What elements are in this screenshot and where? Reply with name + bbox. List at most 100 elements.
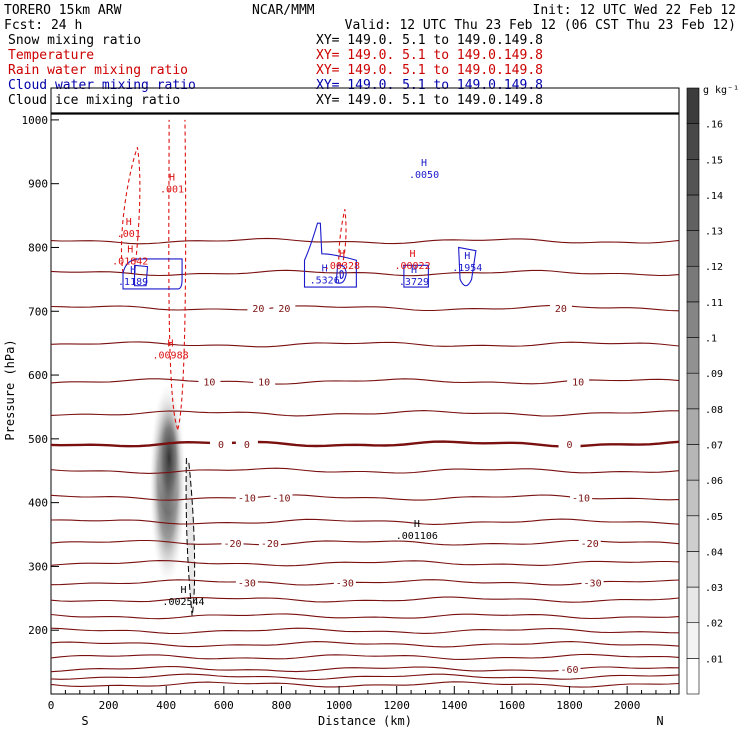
x-tick-label: 1600: [499, 699, 526, 712]
field-name-snow: Snow mixing ratio: [8, 33, 141, 48]
colorbar-segment: [686, 337, 700, 374]
snow-max-contour: [185, 457, 196, 617]
temperature-contour: [51, 237, 679, 245]
contour-label: -60: [561, 665, 579, 676]
contour-label-bg: [567, 375, 590, 387]
y-tick-label: 800: [28, 241, 48, 254]
contour-label-bg: [235, 576, 258, 588]
colorbar-tick-label: .07: [705, 440, 723, 451]
contour-label-bg: [221, 536, 244, 548]
max-marker: H: [130, 265, 136, 276]
temperature-contour: [51, 560, 679, 567]
colorbar-segment: [686, 444, 700, 481]
colorbar-segment: [686, 265, 700, 303]
max-marker: H: [421, 158, 427, 169]
contour-label: 20: [555, 304, 567, 315]
max-marker: H: [322, 264, 328, 275]
x-tick-label: 1800: [556, 699, 583, 712]
contour-label: -30: [238, 578, 256, 589]
cloud-water-contour: [122, 258, 183, 290]
max-value: .00988: [152, 350, 188, 361]
colorbar-segment: [686, 194, 700, 231]
colorbar: .01 .02 .03 .04 .05 .06 .07 .08 .09 .1 .11 .12 .13 .1…: [686, 87, 723, 695]
field-xy-temperature: XY= 149.0. 5.1 to 149.0.149.8: [316, 48, 543, 63]
x-tick-label: 600: [214, 699, 234, 712]
contour-label-bg: [253, 375, 276, 387]
contour-label-bg: [558, 437, 581, 449]
max-value: .5326: [310, 276, 340, 287]
max-value: .002544: [162, 597, 204, 608]
colorbar-tick-label: .12: [705, 262, 723, 273]
colorbar-tick-label: .16: [705, 120, 723, 131]
contour-label: -20: [261, 539, 279, 550]
contour-label-bg: [209, 437, 232, 449]
rain-contours: [120, 119, 347, 430]
contour-label: -30: [336, 578, 354, 589]
colorbar-segment: [686, 551, 700, 588]
cloud-water-contour: [303, 222, 357, 288]
field-name-rain: Rain water mixing ratio: [8, 63, 188, 78]
temperature-contour: [51, 269, 679, 277]
temperature-contour: [51, 681, 679, 688]
max-value: .00022: [394, 261, 430, 272]
forecast-hour: Fcst: 24 h: [4, 18, 82, 33]
contour-label: 20: [252, 304, 264, 315]
field-name-temperature: Temperature: [8, 48, 94, 63]
colorbar-tick-label: .14: [705, 191, 723, 202]
cloud-water-contour: [133, 264, 149, 287]
x-tick-label: 2000: [614, 699, 641, 712]
colorbar-segment: [686, 158, 700, 196]
y-tick-label: 600: [28, 369, 48, 382]
temperature-contour: [51, 467, 679, 474]
max-value: .00328: [324, 261, 360, 272]
contour-label-bg: [570, 491, 593, 503]
max-marker: H: [414, 519, 420, 530]
x-tick-label: 1400: [441, 699, 468, 712]
colorbar-tick-label: .09: [705, 369, 723, 380]
field-xy-snow: XY= 149.0. 5.1 to 149.0.149.8: [316, 33, 543, 48]
contour-label-bg: [198, 375, 221, 387]
contour-label-bg: [247, 302, 270, 314]
field-name-cloud-ice: Cloud ice mixing ratio: [8, 93, 180, 108]
colorbar-segment: [686, 87, 700, 124]
x-tick-label: 400: [156, 699, 176, 712]
x-tick-label: 1200: [383, 699, 410, 712]
temperature-contour: [51, 613, 679, 620]
temperature-contour: [51, 539, 679, 546]
y-tick-label: 1000: [22, 114, 49, 127]
contour-labels: -60 -30 -30 -30 -20 -20 -20 -10 -10 -10 0 0 0 10 10 10 2…: [198, 302, 604, 676]
temperature-contour: [51, 304, 679, 312]
colorbar-tick-label: .01: [705, 654, 723, 665]
field-xy-cloud-ice: XY= 149.0. 5.1 to 149.0.149.8: [316, 93, 543, 108]
y-tick-label: 900: [28, 178, 48, 191]
colorbar-segment: [686, 658, 700, 695]
plot-frame: [50, 87, 680, 695]
contour-label-bg: [235, 437, 258, 449]
temperature-contour: [51, 627, 679, 635]
colorbar-segment: [686, 123, 700, 160]
y-tick-label: 300: [28, 560, 48, 573]
north-label: N: [656, 714, 663, 728]
contour-label: -30: [584, 578, 602, 589]
max-marker: H: [464, 251, 470, 262]
header: TORERO 15km ARW NCAR/MMM Init: 12 UTC We…: [4, 3, 736, 108]
max-value: .001106: [396, 531, 438, 542]
cloud-ice-shading: [149, 383, 196, 617]
colorbar-tick-label: .13: [705, 227, 723, 238]
cloud-water-contour: [339, 270, 344, 279]
max-marker: H: [168, 338, 174, 349]
contour-label-bg: [578, 536, 601, 548]
max-marker: H: [180, 585, 186, 596]
temperature-contour: [51, 440, 679, 448]
max-value: .0050: [409, 170, 439, 181]
colorbar-tick-label: .03: [705, 583, 723, 594]
contour-label: -20: [581, 539, 599, 550]
max-value: .001: [160, 184, 184, 195]
y-tick-label: 200: [28, 624, 48, 637]
colorbar-segment: [686, 515, 700, 552]
rain-contour: [177, 119, 187, 430]
contour-label: 10: [572, 377, 584, 388]
colorbar-tick-label: .11: [705, 298, 723, 309]
field-xy-rain: XY= 149.0. 5.1 to 149.0.149.8: [316, 63, 543, 78]
contour-label: -10: [572, 494, 590, 505]
